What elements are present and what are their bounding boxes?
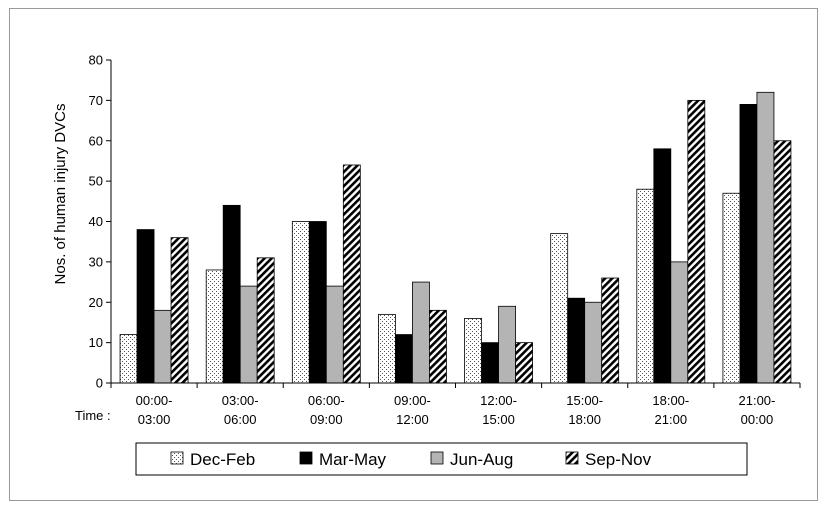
y-tick-label: 80 [89,53,103,68]
legend-label: Sep-Nov [585,450,652,469]
bar-dec-feb [464,317,482,384]
bar-dec-feb [119,334,138,384]
bar-jun-aug [412,281,430,384]
x-tick-label: 03:00 [138,412,171,427]
bar-jun-aug [153,309,172,384]
x-tick-label: 06:00- [308,393,345,408]
legend-label: Dec-Feb [190,450,255,469]
y-tick-label: 50 [89,174,103,189]
legend-label: Jun-Aug [450,450,513,469]
x-tick-label: 15:00 [482,412,515,427]
bar-sep-nov [687,99,706,384]
legend-swatch [299,451,313,465]
x-tick-label: 18:00 [568,412,601,427]
legend-swatch [430,451,444,465]
bar-mar-may [136,229,155,384]
bar-mar-may [395,334,413,384]
x-tick-label: 21:00- [739,393,776,408]
y-tick-label: 0 [96,376,103,391]
bar-mar-may [222,204,241,384]
y-tick-label: 40 [89,214,103,229]
x-tick-label: 00:00- [136,393,173,408]
x-tick-label: 12:00 [396,412,429,427]
bar-mar-may [567,297,586,384]
bar-mar-may [308,221,327,384]
x-axis-labels: 00:00- 03:00 03:00- 06:00 06:00- 09:00 09:00- 1… [136,393,776,427]
bar-dec-feb [636,188,655,384]
bar-sep-nov [601,277,620,384]
bar-jun-aug [756,91,775,384]
legend-swatch [170,451,184,465]
bar-chart: 0 10 20 30 40 50 60 70 80 00:00- 03:00 03:00- 06:00… [52,53,801,476]
bar-sep-nov [429,309,447,384]
bar-sep-nov [515,342,533,384]
y-tick-label: 70 [89,93,103,108]
x-tick-label: 15:00- [566,393,603,408]
y-tick-label: 10 [89,335,103,350]
bar-jun-aug [325,285,344,384]
bars-group [119,91,792,384]
y-tick-label: 20 [89,295,103,310]
y-axis-title: Nos. of human injury DVCs [52,104,69,285]
bar-mar-may [481,342,499,384]
bar-mar-may [653,148,672,384]
x-tick-label: 09:00- [394,393,431,408]
bar-sep-nov [170,237,189,384]
x-tick-label: 00:00 [741,412,774,427]
x-tick-label: 21:00 [655,412,688,427]
x-tick-label: 12:00- [480,393,517,408]
x-tick-label: 03:00- [222,393,259,408]
bar-jun-aug [670,261,689,384]
bar-sep-nov [342,164,361,384]
x-tick-label: 18:00- [652,393,689,408]
bar-jun-aug [239,285,258,384]
y-axis-ticks: 0 10 20 30 40 50 60 70 80 [89,53,111,391]
bar-mar-may [739,104,758,384]
y-tick-label: 60 [89,133,103,148]
bar-sep-nov [256,257,275,384]
bar-dec-feb [205,269,224,384]
y-tick-label: 30 [89,254,103,269]
x-tick-label: 06:00 [224,412,257,427]
x-axis-prefix: Time : [75,408,111,423]
legend-swatch [565,451,579,465]
legend-label: Mar-May [319,450,387,469]
axes [110,60,801,388]
x-tick-label: 09:00 [310,412,343,427]
bar-sep-nov [773,140,792,384]
chart-frame: 0 10 20 30 40 50 60 70 80 00:00- 03:00 03:00- 06:00… [9,8,818,501]
bar-dec-feb [291,221,310,384]
bar-jun-aug [498,305,516,384]
legend: Dec-Feb Mar-May Jun-Aug Sep-Nov [135,442,748,476]
bar-dec-feb [378,313,396,384]
bar-dec-feb [550,233,569,384]
bar-dec-feb [722,192,741,384]
bar-jun-aug [584,301,603,384]
